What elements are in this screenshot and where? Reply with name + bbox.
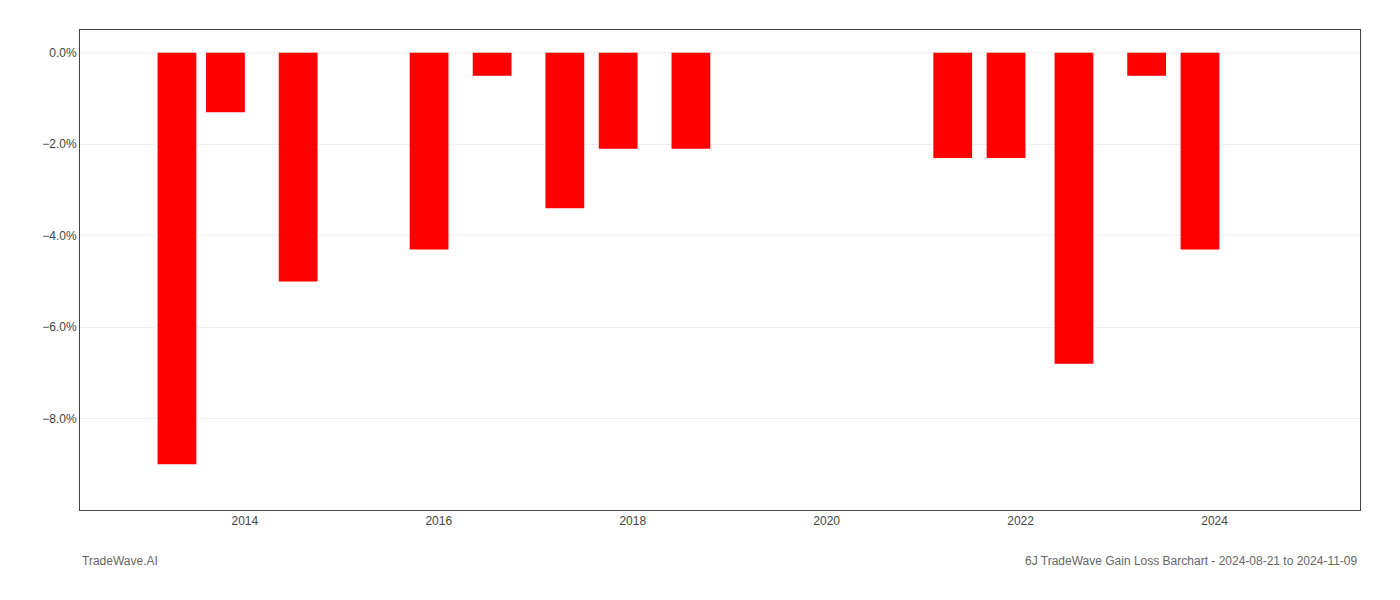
svg-text:2018: 2018	[619, 514, 646, 528]
svg-text:−8.0%: −8.0%	[42, 412, 77, 426]
svg-text:2024: 2024	[1201, 514, 1228, 528]
svg-text:2016: 2016	[425, 514, 452, 528]
svg-text:−4.0%: −4.0%	[42, 229, 77, 243]
svg-text:2020: 2020	[813, 514, 840, 528]
svg-text:−2.0%: −2.0%	[42, 137, 77, 151]
svg-text:2022: 2022	[1007, 514, 1034, 528]
svg-text:0.0%: 0.0%	[49, 46, 77, 60]
svg-text:6J TradeWave Gain Loss Barchar: 6J TradeWave Gain Loss Barchart - 2024-0…	[1025, 554, 1358, 568]
svg-text:2014: 2014	[231, 514, 258, 528]
svg-text:TradeWave.AI: TradeWave.AI	[82, 554, 158, 568]
svg-text:−6.0%: −6.0%	[42, 320, 77, 334]
